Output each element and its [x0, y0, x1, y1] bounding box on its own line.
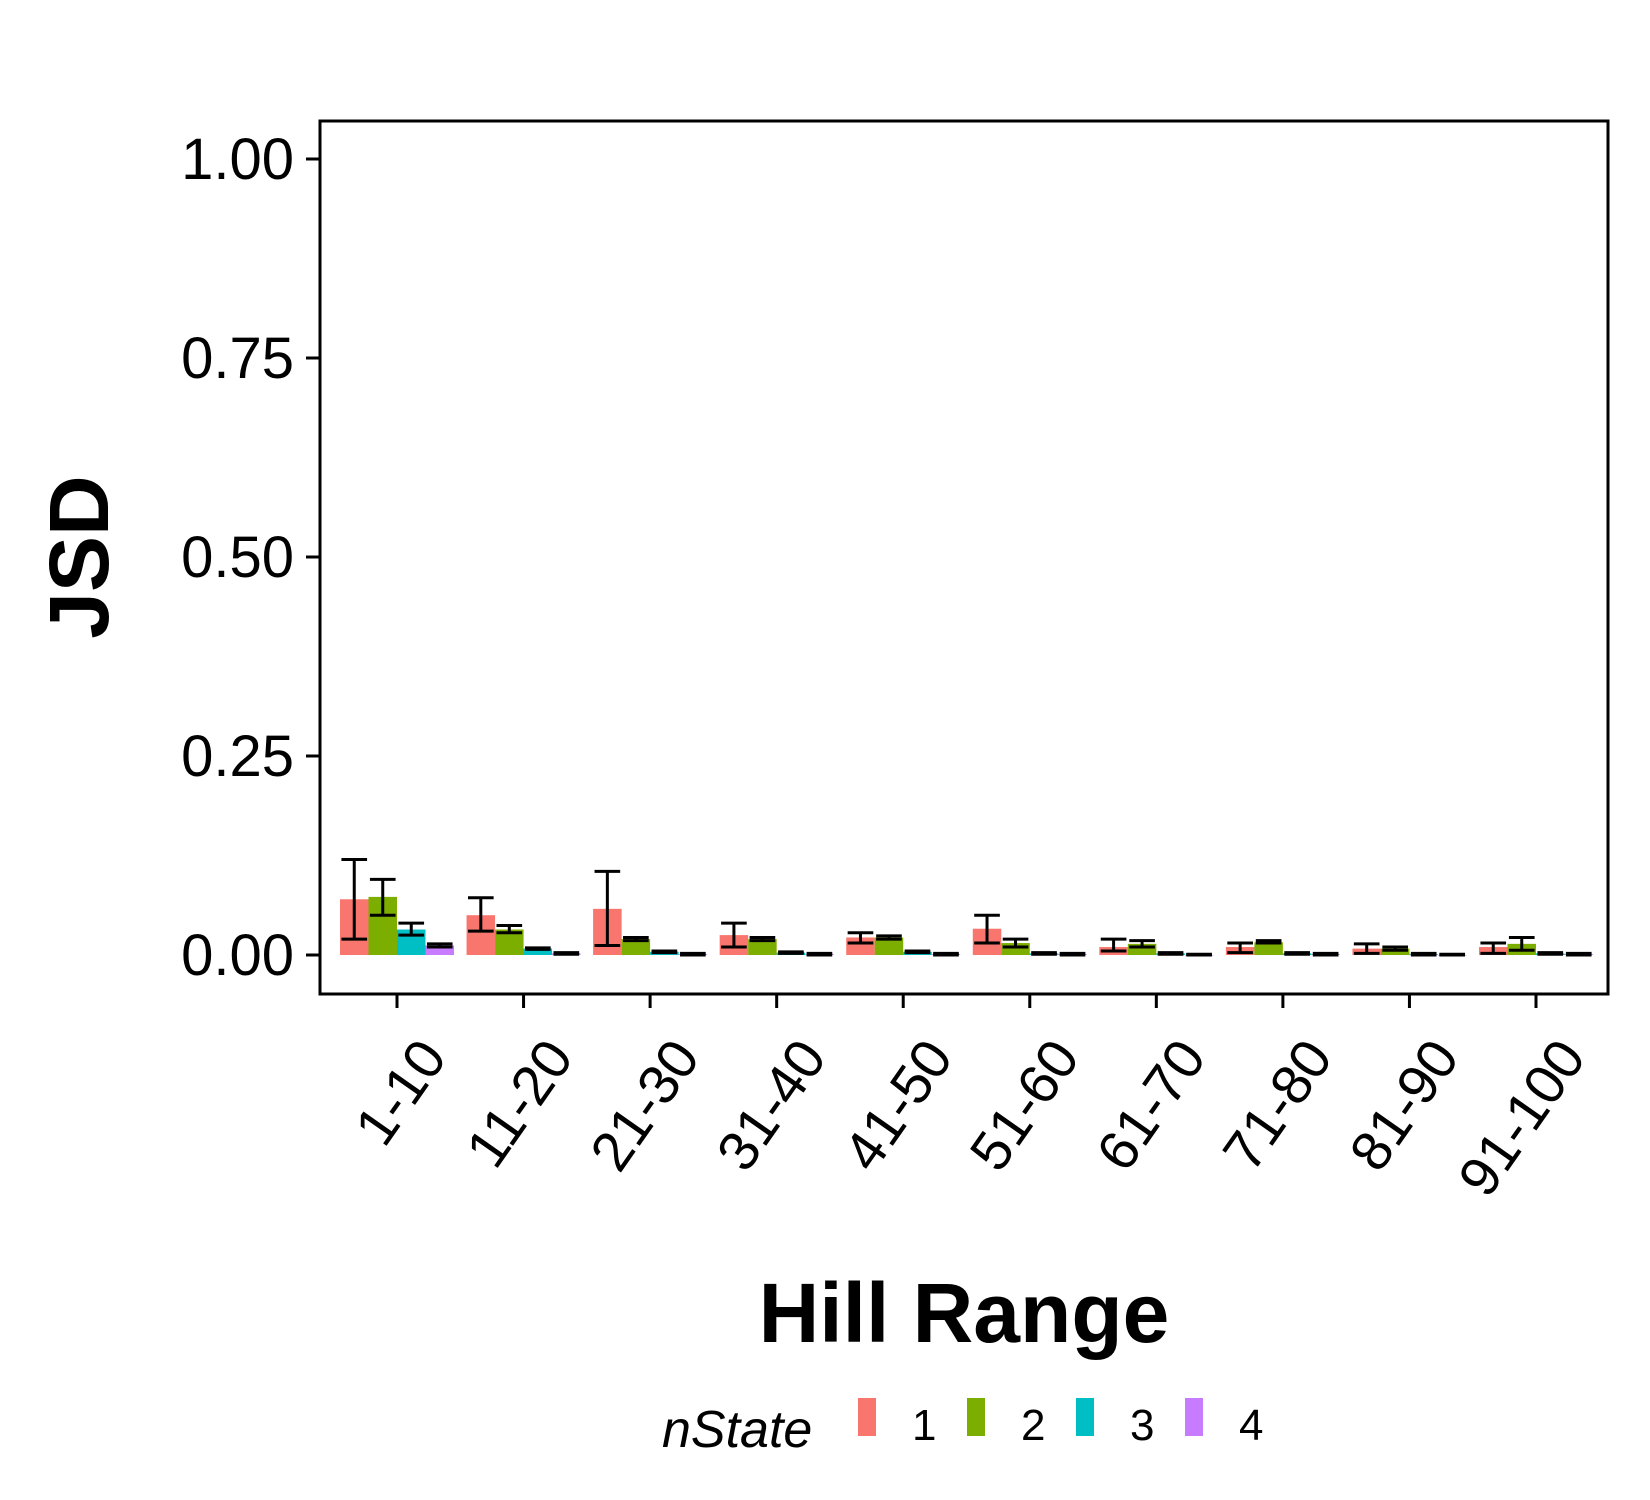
x-tick-label: 81-90 [1337, 1028, 1471, 1181]
error-bar [398, 921, 425, 937]
error-bar [1255, 939, 1282, 945]
x-tick-label: 11-20 [453, 1028, 584, 1178]
error-bar [553, 951, 580, 956]
x-tick-label: 61-70 [1084, 1028, 1218, 1181]
x-tick-label: 91-100 [1446, 1028, 1598, 1207]
bar [523, 948, 553, 955]
error-bar [1382, 945, 1409, 952]
error-bar [1059, 951, 1086, 957]
error-bar [341, 857, 368, 941]
error-bar [369, 877, 396, 917]
x-axis-title: Hill Range [759, 1266, 1170, 1360]
error-bar [524, 946, 551, 951]
x-tick-label: 41-50 [831, 1028, 965, 1181]
error-bar [1565, 951, 1592, 957]
error-bar [904, 949, 931, 955]
y-axis-ticks: 0.00 0.25 0.50 0.75 1.00 [181, 127, 320, 988]
y-tick-label: 0.75 [181, 326, 294, 391]
error-bar [1312, 951, 1339, 957]
error-bar [623, 935, 649, 943]
legend-item: 1 [858, 1398, 936, 1450]
legend-label: 1 [912, 1401, 936, 1450]
y-tick-label: 1.00 [181, 127, 294, 192]
bar [1254, 942, 1283, 955]
x-tick-label: 51-60 [957, 1028, 1091, 1181]
error-bar [933, 951, 959, 957]
legend: nState 1 2 3 4 [662, 1398, 1263, 1459]
error-bar [1186, 952, 1212, 957]
error-bar [1284, 951, 1310, 956]
legend-item: 2 [967, 1398, 1045, 1450]
error-bar [847, 931, 874, 945]
error-bar [1129, 939, 1155, 949]
error-bar [749, 935, 776, 943]
legend-swatch [1076, 1398, 1094, 1436]
error-bar [778, 950, 804, 955]
bar [748, 939, 777, 955]
bar [1001, 943, 1030, 955]
legend-item: 4 [1185, 1398, 1263, 1450]
error-bar [1410, 951, 1437, 957]
error-bar [1157, 951, 1184, 956]
legend-swatch [858, 1398, 876, 1436]
error-bar [1480, 941, 1507, 955]
error-bar [1100, 937, 1127, 953]
error-bar [806, 951, 833, 957]
x-tick-label: 31-40 [704, 1028, 838, 1181]
bar [1127, 943, 1157, 955]
y-tick-label: 0.50 [181, 525, 294, 590]
y-tick-label: 0.25 [181, 724, 294, 789]
error-bar [1353, 942, 1380, 955]
legend-label: 3 [1130, 1401, 1154, 1450]
error-bar [1002, 937, 1029, 949]
legend-item: 3 [1076, 1398, 1154, 1450]
error-bar [426, 942, 453, 949]
error-bar [876, 934, 902, 941]
y-tick-label: 0.00 [181, 923, 294, 988]
bar [425, 945, 454, 955]
x-tick-label: 21-30 [578, 1028, 712, 1181]
bar [621, 939, 651, 955]
x-tick-label: 1-10 [342, 1028, 458, 1156]
legend-label: 2 [1021, 1401, 1045, 1450]
legend-swatch [967, 1398, 985, 1436]
legend-title: nState [662, 1401, 812, 1459]
error-bar [680, 951, 706, 957]
error-bars [341, 857, 1592, 957]
plot-panel-border [318, 119, 1610, 996]
x-axis-ticks: 1-1011-2021-3031-4041-5051-6061-7071-808… [342, 994, 1597, 1207]
y-axis-title: JSD [32, 475, 126, 638]
error-bar [594, 869, 621, 947]
error-bar [1227, 941, 1253, 955]
error-bar [721, 921, 747, 949]
error-bar [496, 924, 523, 935]
bar [1380, 948, 1410, 955]
legend-swatch [1185, 1398, 1203, 1436]
error-bar [651, 949, 678, 955]
error-bar [467, 896, 494, 933]
legend-label: 4 [1239, 1401, 1263, 1450]
error-bar [974, 913, 1000, 945]
bar [874, 937, 904, 955]
x-tick-label: 71-80 [1210, 1028, 1344, 1181]
error-bar [1439, 952, 1466, 957]
error-bar [1031, 951, 1057, 956]
error-bar [1508, 935, 1535, 952]
error-bar [1537, 951, 1564, 956]
